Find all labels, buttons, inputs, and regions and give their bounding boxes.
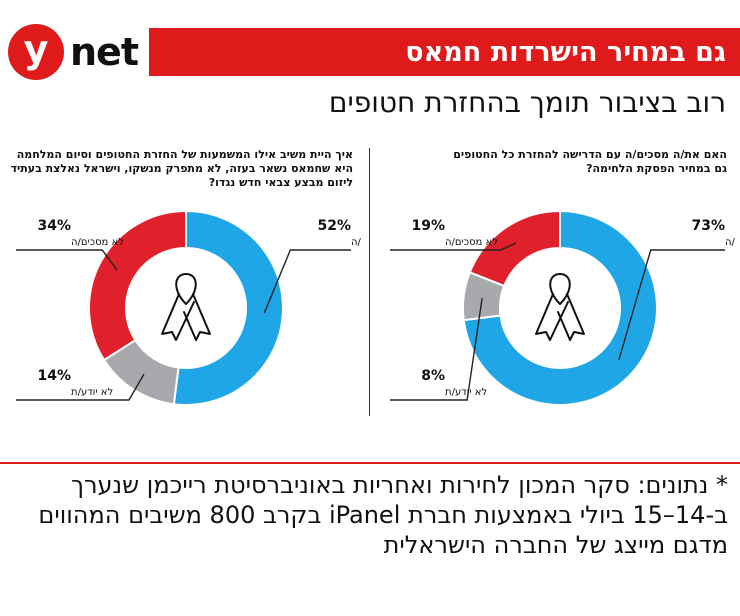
ynet-logo[interactable]: y net [8, 22, 143, 82]
survey-panel-1: האם את/ה מסכים/ה עם הדרישה להחזרת כל החט… [380, 148, 735, 438]
slice-percent-label: 34% [37, 218, 71, 234]
slice-category-label: מסכים/ה [351, 237, 361, 248]
donut-slice [172, 209, 284, 406]
slice-category-label: לא יודע/ת [71, 387, 113, 398]
donut-chart-2: 52%מסכים/ה 14%לא יודע/ת 34%לא מסכים/ה [16, 209, 361, 406]
question-2: איך היית משיב אילו המשמעות של החזרת החטו… [10, 148, 353, 189]
slice-percent-label: 14% [37, 368, 71, 384]
question-1: האם את/ה מסכים/ה עם הדרישה להחזרת כל החט… [453, 148, 727, 175]
donut-slice [88, 209, 187, 362]
slice-category-label: מסכים/ה [725, 237, 735, 248]
slice-percent-label: 73% [691, 218, 725, 234]
awareness-ribbon-icon [161, 273, 211, 341]
source-footnote: * נתונים: סקר המכון לחירות ואחריות באוני… [38, 471, 728, 559]
leader-line [618, 249, 725, 361]
donut-chart-1: 73%מסכים/ה 8%לא יודע/ת 19%לא מסכים/ה [390, 209, 735, 406]
logo-circle: y [8, 24, 64, 80]
donut-slice [468, 209, 561, 288]
leader-line [390, 242, 517, 251]
logo-word: net [70, 30, 139, 74]
slice-category-label: לא יודע/ת [445, 387, 487, 398]
leader-line [16, 249, 118, 271]
donut-center [502, 250, 618, 366]
donut-center [128, 250, 244, 366]
slice-category-label: לא מסכים/ה [445, 237, 498, 248]
panel-divider [369, 148, 370, 416]
leader-line [263, 249, 351, 314]
awareness-ribbon-icon [535, 273, 585, 341]
leader-line [16, 373, 145, 401]
topic-banner: גם במחיר הישרדות חמאס [149, 28, 740, 76]
footer-divider [0, 462, 740, 464]
slice-category-label: לא מסכים/ה [71, 237, 124, 248]
leader-line [390, 298, 483, 401]
slice-percent-label: 52% [317, 218, 351, 234]
slice-percent-label: 19% [411, 218, 445, 234]
slice-percent-label: 8% [421, 368, 445, 384]
survey-panel-2: איך היית משיב אילו המשמעות של החזרת החטו… [6, 148, 361, 438]
donut-slice [462, 209, 658, 406]
headline: רוב בציבור תומך בהחזרת חטופים [328, 86, 726, 119]
